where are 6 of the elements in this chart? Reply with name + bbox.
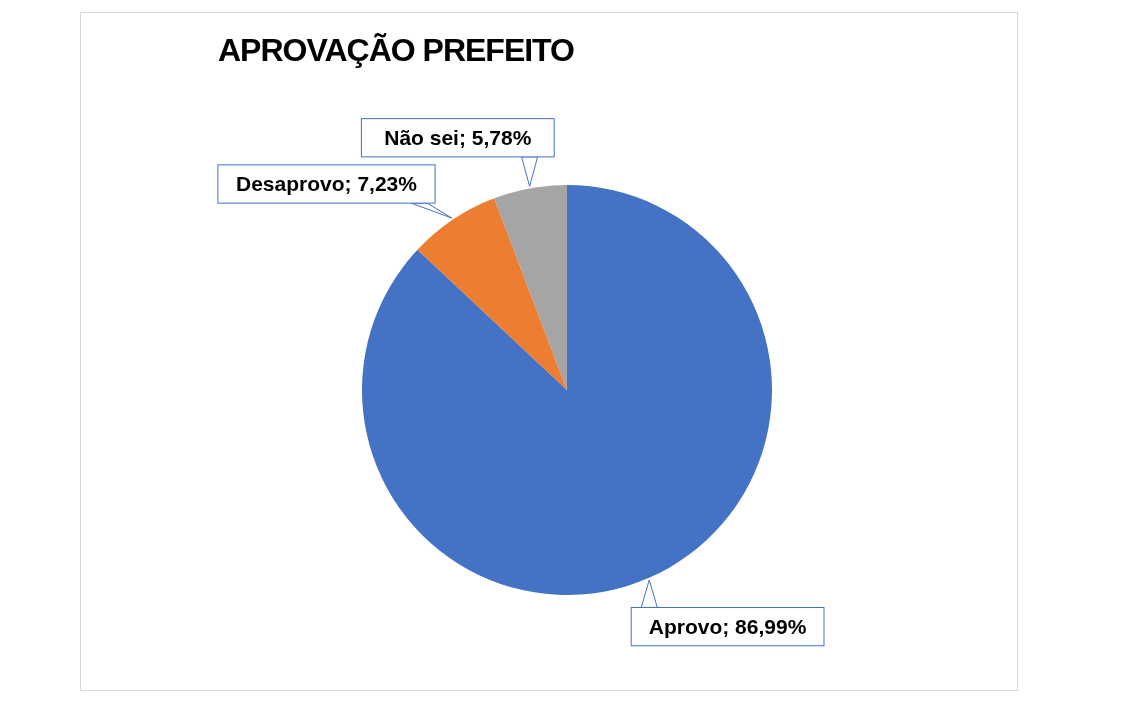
pie-slice <box>494 185 567 390</box>
slice-label: Desaprovo; 7,23% <box>236 172 418 196</box>
slice-label: Não sei; 5,78% <box>384 126 532 150</box>
chart-title: APROVAÇÃO PREFEITO <box>218 31 574 70</box>
pie-slice <box>417 198 567 390</box>
legend-label: Aprovo; 86,99% <box>648 615 807 639</box>
